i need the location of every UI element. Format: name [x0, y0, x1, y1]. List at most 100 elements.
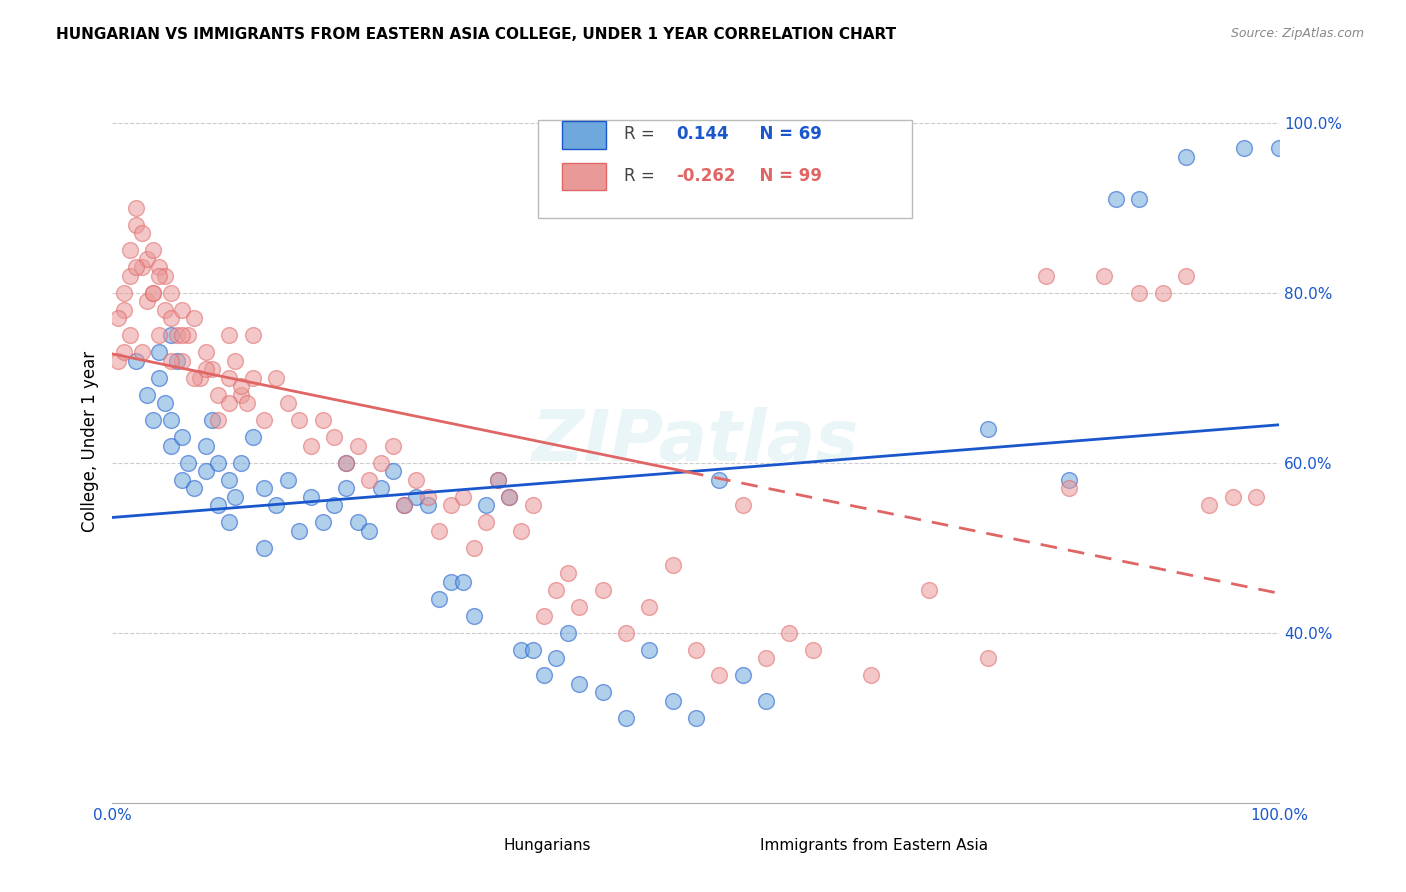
Point: [131, 227, 153, 241]
Point: [522, 498, 544, 512]
Point: [142, 244, 165, 258]
Point: [1152, 285, 1174, 300]
Point: [112, 285, 135, 300]
Point: [194, 464, 217, 478]
Point: [264, 371, 287, 385]
Point: [755, 694, 778, 708]
Point: [160, 285, 183, 300]
Text: HUNGARIAN VS IMMIGRANTS FROM EASTERN ASIA COLLEGE, UNDER 1 YEAR CORRELATION CHAR: HUNGARIAN VS IMMIGRANTS FROM EASTERN ASI…: [56, 27, 897, 42]
Point: [242, 328, 264, 343]
Point: [778, 625, 800, 640]
Point: [359, 473, 381, 487]
Point: [229, 379, 252, 393]
Point: [1268, 141, 1291, 155]
Point: [1094, 268, 1116, 283]
Point: [299, 439, 322, 453]
Point: [172, 430, 194, 444]
Point: [224, 490, 246, 504]
Point: [218, 516, 240, 530]
Point: [381, 464, 404, 478]
Point: [427, 524, 450, 538]
Point: [194, 345, 217, 359]
Text: ZIPatlas: ZIPatlas: [533, 407, 859, 476]
Point: [177, 328, 200, 343]
Point: [1175, 268, 1198, 283]
Point: [131, 345, 153, 359]
Point: [533, 668, 555, 682]
Point: [201, 413, 224, 427]
Bar: [446, 835, 489, 857]
Bar: [702, 835, 747, 857]
Point: [440, 574, 463, 589]
Point: [153, 268, 176, 283]
Point: [346, 516, 368, 530]
Point: [112, 302, 135, 317]
Point: [860, 668, 883, 682]
Point: [253, 541, 276, 555]
Point: [463, 541, 485, 555]
Point: [557, 566, 579, 581]
Point: [638, 642, 661, 657]
Point: [440, 498, 463, 512]
Point: [311, 413, 333, 427]
Point: [568, 677, 591, 691]
Point: [112, 345, 135, 359]
Point: [731, 668, 754, 682]
Y-axis label: College, Under 1 year: College, Under 1 year: [80, 351, 98, 533]
Point: [148, 260, 170, 275]
Point: [118, 268, 141, 283]
Point: [394, 498, 416, 512]
Point: [107, 311, 129, 326]
Point: [405, 473, 427, 487]
Text: R =: R =: [624, 126, 665, 144]
Text: Source: ZipAtlas.com: Source: ZipAtlas.com: [1230, 27, 1364, 40]
Point: [276, 473, 298, 487]
Point: [288, 413, 311, 427]
Point: [264, 498, 287, 512]
Bar: [562, 162, 606, 190]
Point: [522, 642, 544, 657]
Point: [148, 345, 170, 359]
Point: [1244, 490, 1267, 504]
Point: [299, 490, 322, 504]
Point: [614, 625, 637, 640]
Point: [160, 439, 183, 453]
Text: Hungarians: Hungarians: [503, 838, 591, 853]
Point: [1175, 150, 1198, 164]
Text: 0.144: 0.144: [676, 126, 728, 144]
Point: [661, 558, 683, 572]
Point: [592, 685, 614, 699]
Point: [709, 668, 731, 682]
Text: R =: R =: [624, 167, 665, 185]
Point: [188, 371, 211, 385]
Point: [1035, 268, 1057, 283]
Point: [731, 498, 754, 512]
Point: [370, 481, 392, 495]
Point: [148, 328, 170, 343]
Point: [1105, 192, 1128, 206]
Point: [207, 498, 229, 512]
Point: [416, 490, 439, 504]
Point: [253, 481, 276, 495]
Point: [118, 244, 141, 258]
Point: [592, 583, 614, 598]
Point: [755, 651, 778, 665]
Point: [148, 268, 170, 283]
Point: [218, 371, 240, 385]
Point: [194, 439, 217, 453]
Point: [194, 362, 217, 376]
Point: [183, 481, 205, 495]
Point: [335, 456, 357, 470]
Point: [201, 362, 224, 376]
Text: N = 69: N = 69: [748, 126, 823, 144]
Point: [136, 388, 159, 402]
Point: [498, 490, 520, 504]
Point: [498, 490, 520, 504]
Point: [242, 430, 264, 444]
Point: [475, 516, 498, 530]
Point: [486, 473, 509, 487]
Point: [1233, 141, 1256, 155]
Point: [218, 328, 240, 343]
Point: [451, 574, 474, 589]
Point: [557, 625, 579, 640]
